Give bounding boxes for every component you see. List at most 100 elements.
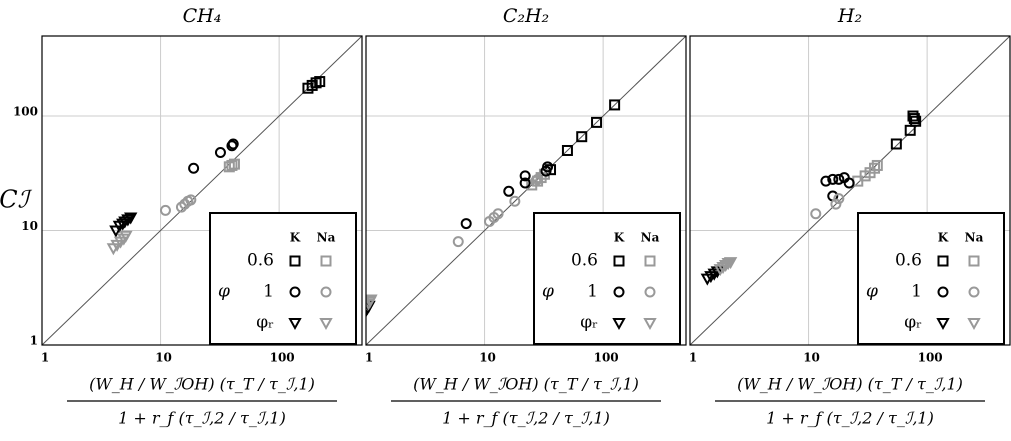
marker-circle: [159, 204, 171, 216]
marker-circle: [937, 286, 949, 298]
marker-triangle: [109, 225, 123, 238]
marker-square: [609, 99, 621, 111]
panel: H₂ 1 10 100 K Na φ 0.6 1 φᵣ (W_H / W_ℐOH) (τ_T / τ…: [689, 5, 1011, 428]
legend-title: φ: [542, 282, 554, 302]
marker-square: [904, 124, 916, 136]
marker-triangle: [967, 318, 981, 331]
marker-square: [937, 255, 949, 267]
legend-column-label: Na: [965, 231, 984, 245]
marks: [700, 110, 922, 286]
panel-title: C₂H₂: [503, 5, 549, 27]
marker-square: [613, 255, 625, 267]
marker-circle: [185, 194, 197, 206]
legend-box: [209, 212, 357, 345]
marker-triangle: [119, 230, 133, 243]
legend-row-label: 0.6: [247, 251, 274, 271]
marker-square: [228, 158, 240, 170]
marker-square: [908, 113, 920, 125]
legend-row-label: φᵣ: [904, 313, 922, 333]
panel-title: CH₄: [183, 5, 222, 27]
x-axis-label-numerator: (W_H / W_ℐOH) (τ_T / τ_ℐ,1): [737, 375, 963, 394]
marker-square: [314, 76, 326, 88]
marker-triangle: [124, 212, 138, 225]
x-axis-label-denominator: 1 + r_f (τ_ℐ,2 / τ_ℐ,1): [442, 409, 610, 428]
legend-row-label: 1: [911, 282, 922, 302]
plot-frame: [689, 35, 1011, 346]
legend-row-label: 0.6: [571, 251, 598, 271]
x-tick-label: 1: [365, 351, 373, 365]
legend-title: φ: [866, 282, 878, 302]
marks: [106, 76, 326, 256]
x-tick-label: 100: [918, 351, 943, 365]
y-tick-label: 10: [21, 219, 38, 233]
legend-box: [533, 212, 681, 345]
legend-column-label: K: [290, 231, 301, 245]
marker-triangle: [319, 318, 333, 331]
marker-triangle: [718, 259, 733, 273]
legend-row-label: 0.6: [895, 251, 922, 271]
marker-square: [871, 159, 883, 171]
y-tick-label: 1: [30, 334, 38, 348]
x-axis-label-denominator: 1 + r_f (τ_ℐ,2 / τ_ℐ,1): [766, 409, 934, 428]
y-tick-label: 100: [13, 105, 38, 119]
marker-circle: [843, 177, 855, 189]
x-tick-label: 10: [479, 351, 496, 365]
marker-square: [644, 255, 656, 267]
legend-column-label: Na: [641, 231, 660, 245]
marker-triangle: [366, 294, 378, 307]
marker-circle: [227, 138, 239, 150]
marker-circle: [827, 173, 839, 185]
panel-title: H₂: [837, 5, 862, 27]
marker-triangle: [612, 318, 626, 331]
legend-row-label: φᵣ: [580, 313, 598, 333]
x-tick-label: 10: [155, 351, 172, 365]
marker-square: [576, 131, 588, 143]
panel: CH₄ 1 10 100 1 10 100 K Na φ 0.6 1 φᵣ (W_H / W_ℐOH) (…: [13, 5, 363, 428]
x-tick-label: 10: [803, 351, 820, 365]
x-axis-label-numerator: (W_H / W_ℐOH) (τ_T / τ_ℐ,1): [413, 375, 639, 394]
x-tick-label: 1: [689, 351, 697, 365]
marker-circle: [810, 208, 822, 220]
marker-circle: [833, 193, 845, 205]
x-axis-label-denominator: 1 + r_f (τ_ℐ,2 / τ_ℐ,1): [118, 409, 286, 428]
plot-frame: [41, 35, 363, 346]
marker-circle: [613, 286, 625, 298]
marker-triangle: [643, 318, 657, 331]
legend-row-label: 1: [587, 282, 598, 302]
marker-circle: [320, 286, 332, 298]
marker-circle: [289, 286, 301, 298]
marker-triangle: [936, 318, 950, 331]
marker-triangle: [716, 262, 730, 275]
marker-circle: [833, 173, 845, 185]
marker-circle: [509, 195, 521, 207]
marks: [366, 99, 621, 318]
marker-square: [320, 255, 332, 267]
legend-column-label: Na: [317, 231, 336, 245]
marker-square: [289, 255, 301, 267]
x-tick-label: 100: [270, 351, 295, 365]
y-axis-label: Cℐ: [0, 186, 33, 214]
legend-column-label: K: [614, 231, 625, 245]
legend-row-label: φᵣ: [256, 313, 274, 333]
marker-triangle: [288, 318, 302, 331]
marker-square: [591, 116, 603, 128]
diagonal-line: [689, 35, 1011, 346]
marker-circle: [452, 236, 464, 248]
marker-triangle: [723, 257, 738, 270]
marker-circle: [460, 218, 472, 230]
diagonal-line: [365, 35, 687, 346]
x-axis-label-numerator: (W_H / W_ℐOH) (τ_T / τ_ℐ,1): [89, 375, 315, 394]
marker-square: [869, 162, 881, 174]
legend-box: [857, 212, 1005, 345]
marker-square: [561, 144, 573, 156]
plot-frame: [365, 35, 687, 346]
panel: C₂H₂ 1 10 100 K Na φ 0.6 1 φᵣ (W_H / W_ℐOH) (τ_T /…: [365, 5, 687, 428]
legend-row-label: 1: [263, 282, 274, 302]
legend-title: φ: [218, 282, 230, 302]
marker-circle: [214, 147, 226, 159]
marker-circle: [519, 177, 531, 189]
marker-circle: [530, 175, 542, 187]
marker-circle: [830, 198, 842, 210]
marker-circle: [519, 170, 531, 182]
